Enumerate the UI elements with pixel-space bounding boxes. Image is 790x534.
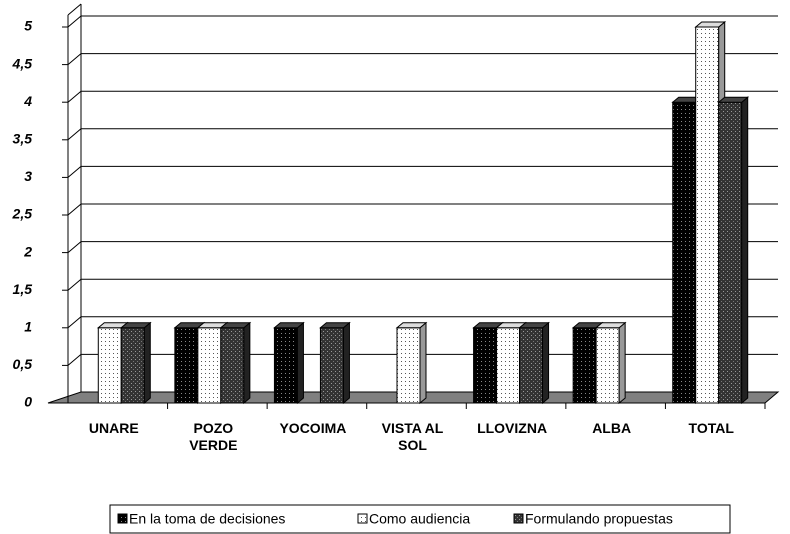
bar-top: [717, 96, 750, 103]
y-tick-label: 1: [24, 319, 32, 335]
x-tick-label: ALBA: [592, 420, 632, 436]
y-tick-label: 0,5: [13, 356, 33, 372]
bar-top: [219, 322, 252, 329]
bar: [496, 327, 521, 404]
x-tick-label: LLOVIZNA: [477, 420, 548, 436]
bar: [273, 327, 298, 404]
y-tick-label: 2: [23, 243, 32, 259]
bar-top: [319, 322, 351, 329]
bar: [319, 327, 344, 404]
grid-line: [67, 278, 778, 291]
y-tick-label: 4: [23, 93, 32, 109]
grid-line: [67, 165, 778, 178]
bar-top: [395, 322, 428, 329]
x-tick-label: TOTAL: [688, 420, 734, 436]
bar: [519, 327, 544, 404]
legend-box: [109, 504, 731, 534]
bar: [672, 101, 697, 404]
bar-top: [119, 322, 152, 329]
bar: [718, 101, 743, 404]
bar: [595, 327, 620, 404]
bar-side: [741, 96, 749, 405]
x-tick-label: POZO VERDE: [189, 420, 238, 453]
x-tick-label: UNARE: [88, 420, 139, 436]
grid-line: [67, 128, 778, 141]
grid-line: [67, 90, 778, 103]
legend-swatch: [513, 513, 524, 524]
y-axis-depth: [67, 3, 82, 16]
legend-swatch: [357, 513, 368, 524]
y-tick-label: 1,5: [13, 281, 33, 297]
grid-line: [67, 53, 778, 65]
bar: [572, 327, 597, 404]
y-tick-label: 5: [24, 18, 32, 34]
bar: [120, 327, 145, 404]
grid-line: [67, 203, 778, 216]
y-tick-label: 2,5: [12, 206, 33, 222]
y-tick-label: 3,5: [13, 131, 33, 147]
x-tick-label: YOCOIMA: [279, 420, 347, 436]
grid-line: [67, 316, 778, 329]
bar: [174, 327, 199, 404]
grid-line: [67, 241, 778, 253]
x-tick-label: VISTA AL SOL: [381, 420, 444, 453]
bar-side: [143, 321, 151, 405]
legend-label: Formulando propuestas: [525, 511, 673, 527]
bar-side: [296, 321, 304, 405]
bar: [97, 327, 122, 404]
bar: [220, 327, 245, 404]
bar-top: [694, 21, 727, 28]
bar-side: [542, 321, 550, 405]
y-tick-label: 0: [24, 394, 32, 410]
bar-top: [594, 322, 627, 329]
bar-side: [342, 321, 350, 405]
legend-label: Como audiencia: [369, 511, 470, 527]
bar: [473, 327, 498, 404]
bar-side: [618, 321, 626, 405]
bar-side: [243, 321, 251, 405]
bar-top: [273, 322, 305, 329]
bar: [695, 26, 720, 404]
bar-top: [518, 322, 550, 329]
grid-line: [67, 15, 778, 28]
y-tick-label: 4,5: [12, 55, 33, 71]
y-tick-label: 3: [24, 168, 32, 184]
bar: [396, 327, 421, 404]
bar: [197, 327, 222, 404]
bar-side: [419, 321, 427, 405]
legend-label: En la toma de decisiones: [129, 511, 285, 527]
legend-swatch: [117, 513, 128, 524]
